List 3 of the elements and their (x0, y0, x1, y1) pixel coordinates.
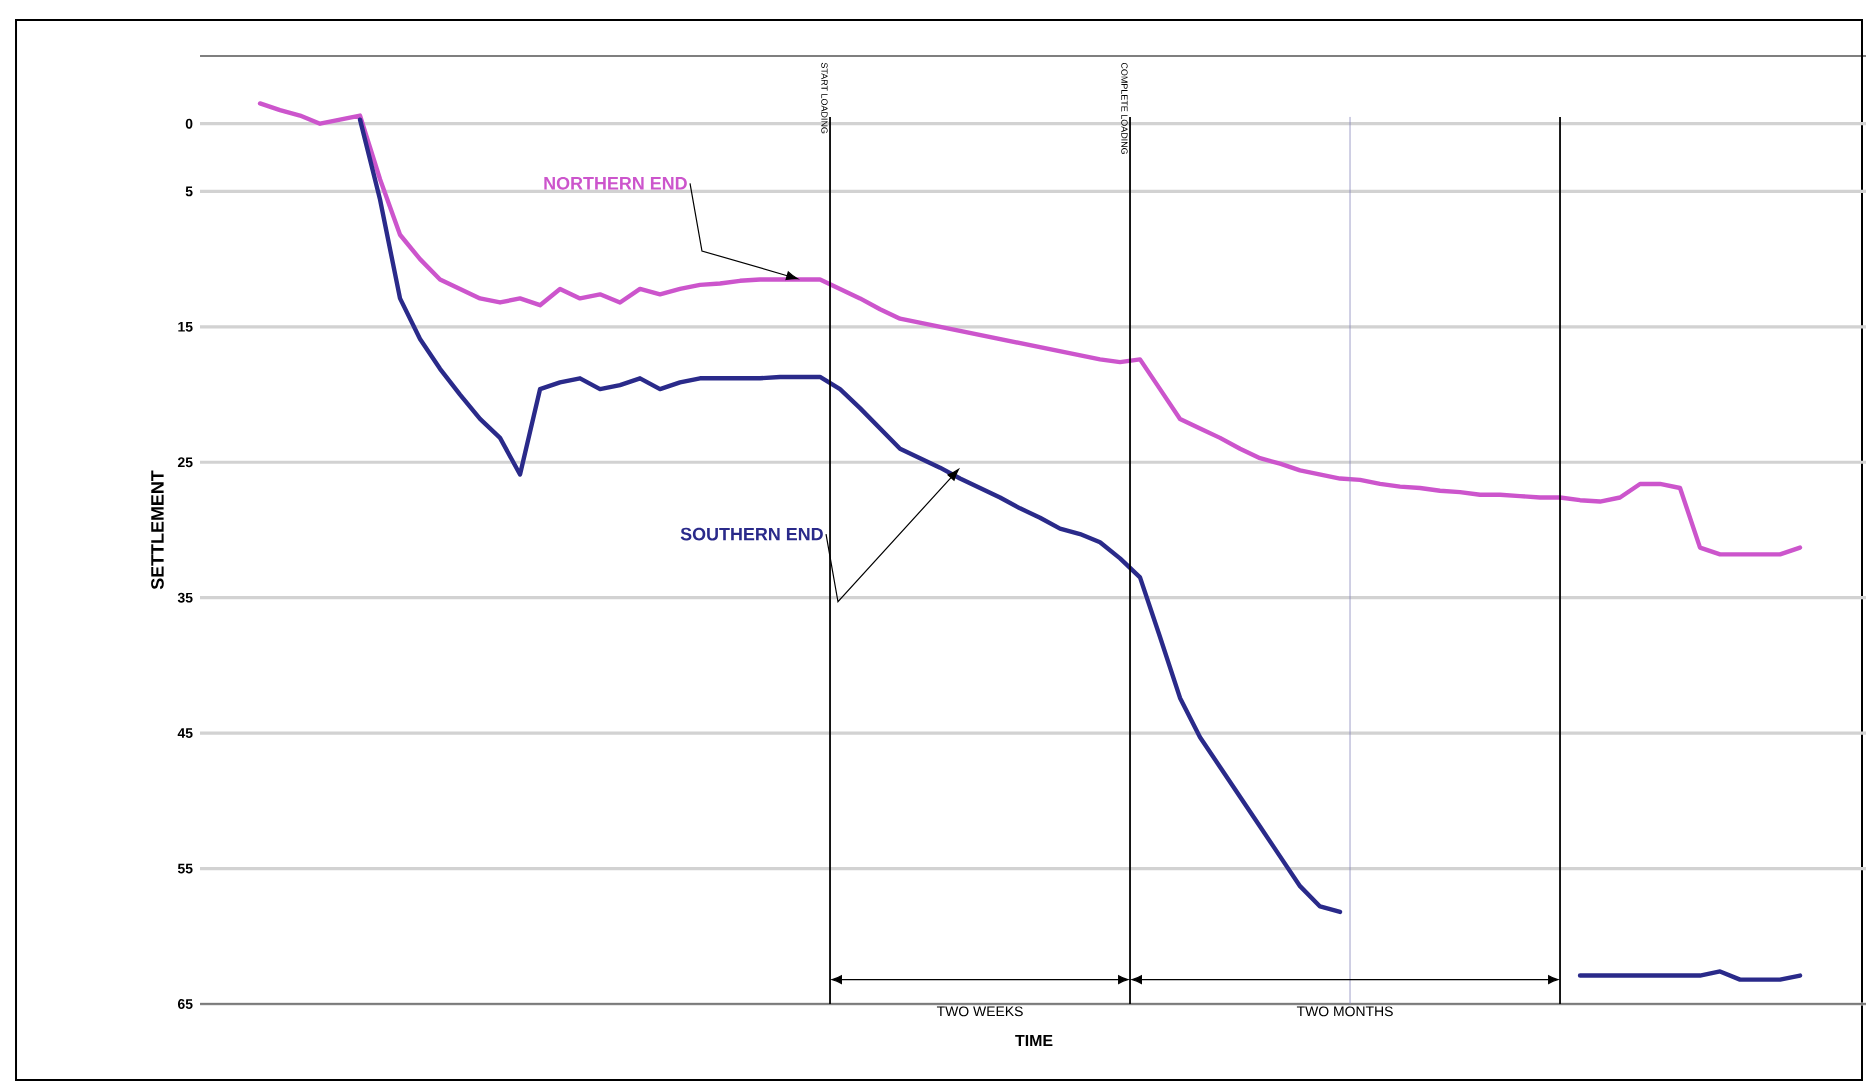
y-axis-title: SETTLEMENT (151, 470, 164, 590)
text: SOUTHERN END (680, 527, 823, 541)
text: NORTHERN END (544, 176, 687, 190)
